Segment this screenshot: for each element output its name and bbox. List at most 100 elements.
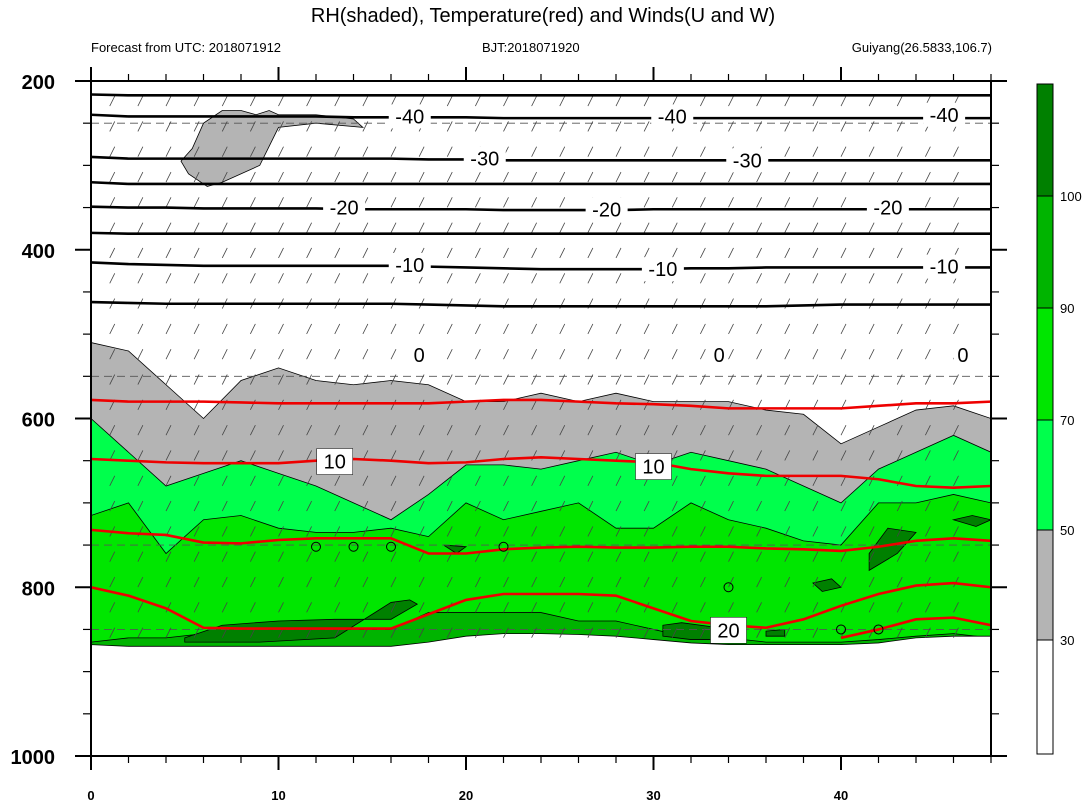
contour-label-bg (463, 146, 506, 171)
temperature-red-contour (91, 581, 991, 630)
wind-barb (221, 374, 228, 385)
contour-label: -20 (592, 199, 621, 221)
wind-barb (643, 247, 650, 259)
wind-barb (728, 121, 734, 132)
x-tick-label: 0 (87, 788, 94, 803)
wind-barb (587, 273, 594, 284)
contour-label: -40 (658, 106, 687, 128)
wind-barb (109, 247, 116, 259)
wind-barb (615, 222, 622, 233)
wind-barb (250, 576, 256, 588)
wind-barb (446, 450, 453, 461)
wind-barb (109, 323, 116, 335)
wind-barb (559, 247, 566, 259)
wind-barb (334, 323, 341, 335)
wind-barb (559, 526, 566, 537)
wind-barb (531, 475, 537, 486)
wind-barb (700, 450, 706, 461)
wind-barb (137, 374, 144, 385)
wind-barb (137, 627, 144, 638)
wind-barb (221, 273, 228, 284)
wind-barb (418, 627, 425, 638)
wind-barb (812, 273, 819, 284)
wind-barb (475, 602, 481, 613)
wind-barb (756, 323, 762, 335)
wind-barb (137, 450, 144, 461)
wind-barb (475, 627, 481, 638)
rh-peak-patch (812, 578, 842, 592)
wind-barb (306, 399, 312, 411)
wind-barb (587, 121, 594, 132)
wind-barb (925, 450, 931, 461)
wind-barb (446, 323, 453, 335)
wind-barb (671, 323, 678, 335)
wind-barb (925, 171, 931, 183)
wind-barb (559, 146, 566, 157)
wind-barb (390, 399, 397, 411)
wind-barb (250, 323, 256, 335)
calm-wind-marker (873, 624, 884, 635)
wind-barb (278, 95, 284, 107)
wind-barb (812, 526, 819, 537)
wind-barb (559, 197, 566, 208)
wind-barb (475, 171, 481, 183)
wind-barb (840, 171, 847, 183)
wind-barb (531, 197, 537, 208)
wind-barb (643, 197, 650, 208)
wind-barb (503, 374, 509, 385)
wind-barb (615, 526, 622, 537)
wind-barb (812, 247, 819, 259)
wind-barb (362, 399, 369, 411)
wind-barb (418, 95, 425, 107)
wind-barb (615, 95, 622, 107)
wind-barb (587, 576, 594, 588)
wind-barb (700, 424, 706, 436)
wind-barb (362, 222, 369, 233)
wind-barb (109, 576, 116, 588)
wind-barb (390, 424, 397, 436)
wind-barb (334, 121, 341, 132)
wind-barb (559, 374, 566, 385)
wind-barb (531, 95, 537, 107)
wind-barb (390, 627, 397, 638)
contour-label-bg (585, 197, 628, 222)
wind-barb (671, 526, 678, 537)
wind-barb (953, 500, 959, 512)
wind-barb (559, 121, 566, 132)
contour-label-bg (641, 257, 684, 282)
wind-barb (362, 500, 369, 512)
wind-barb (278, 475, 284, 486)
wind-barb (250, 247, 256, 259)
colorbar-label: 70 (1060, 413, 1074, 428)
wind-barb (193, 602, 200, 613)
wind-barb (700, 399, 706, 411)
x-tick-label: 10 (271, 788, 285, 803)
wind-barb (643, 349, 650, 360)
wind-barb (334, 247, 341, 259)
wind-barb (137, 197, 144, 208)
wind-barb (559, 424, 566, 436)
below-ground-area (91, 633, 991, 756)
wind-barb (896, 526, 903, 537)
wind-barb (306, 450, 312, 461)
wind-barb (925, 551, 931, 562)
calm-wind-marker (311, 541, 321, 552)
wind-barb (896, 602, 903, 613)
wind-barb (671, 374, 678, 385)
wind-barb (137, 576, 144, 588)
wind-barb (531, 374, 537, 385)
wind-barb (587, 374, 594, 385)
wind-barb (306, 500, 312, 512)
wind-barb (559, 222, 566, 233)
wind-barb (953, 222, 959, 233)
wind-barb (390, 349, 397, 360)
colorbar-segment (1036, 195, 1054, 309)
wind-barb (587, 146, 594, 157)
y-tick-label: 800 (22, 578, 55, 600)
wind-barb (868, 374, 875, 385)
wind-barb (221, 146, 228, 157)
wind-barb (390, 197, 397, 208)
wind-barb (925, 197, 931, 208)
wind-barb (896, 576, 903, 588)
wind-barb (643, 222, 650, 233)
